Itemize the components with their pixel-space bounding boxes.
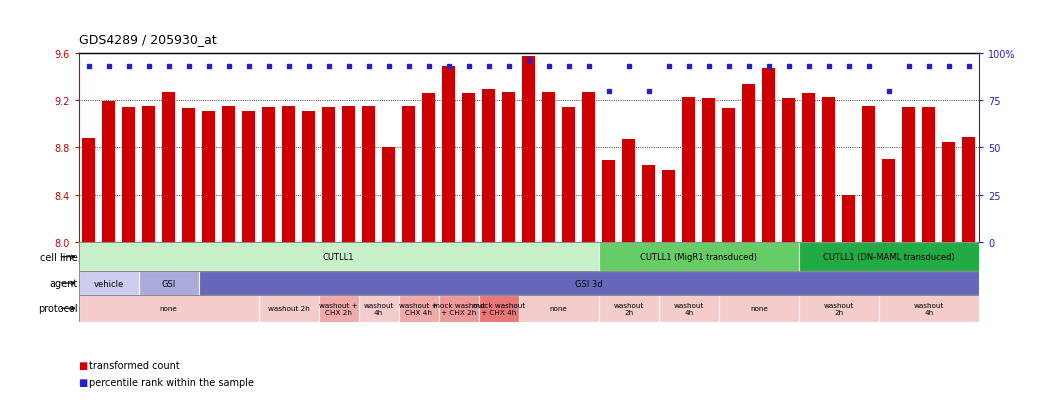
Bar: [719, 295, 799, 322]
Bar: [342, 107, 355, 242]
Bar: [199, 272, 979, 295]
Bar: [622, 140, 636, 242]
Bar: [799, 242, 979, 272]
Text: vehicle: vehicle: [93, 279, 124, 288]
Bar: [663, 171, 675, 242]
Text: none: none: [550, 306, 567, 311]
Bar: [922, 108, 935, 242]
Bar: [262, 108, 275, 242]
Bar: [202, 112, 215, 242]
Bar: [599, 295, 659, 322]
Text: cell line: cell line: [40, 252, 77, 262]
Bar: [942, 142, 956, 242]
Bar: [799, 295, 878, 322]
Text: percentile rank within the sample: percentile rank within the sample: [89, 377, 254, 387]
Bar: [522, 57, 535, 242]
Bar: [162, 93, 175, 242]
Text: washout
4h: washout 4h: [363, 302, 394, 315]
Text: none: none: [159, 306, 178, 311]
Text: washout
4h: washout 4h: [673, 302, 704, 315]
Bar: [462, 94, 475, 242]
Bar: [79, 272, 138, 295]
Bar: [542, 93, 555, 242]
Text: mock washout
+ CHX 4h: mock washout + CHX 4h: [472, 302, 525, 315]
Bar: [79, 242, 599, 272]
Bar: [222, 107, 236, 242]
Bar: [722, 109, 735, 242]
Bar: [703, 99, 715, 242]
Bar: [659, 295, 719, 322]
Bar: [122, 108, 135, 242]
Text: GDS4289 / 205930_at: GDS4289 / 205930_at: [79, 33, 217, 45]
Bar: [863, 107, 875, 242]
Bar: [303, 112, 315, 242]
Text: mock washout
+ CHX 2h: mock washout + CHX 2h: [432, 302, 485, 315]
Bar: [142, 107, 155, 242]
Bar: [843, 195, 855, 242]
Bar: [259, 295, 318, 322]
Bar: [599, 242, 799, 272]
Text: GSI 3d: GSI 3d: [575, 279, 603, 288]
Text: none: none: [750, 306, 767, 311]
Bar: [762, 69, 776, 242]
Bar: [883, 160, 895, 242]
Bar: [642, 166, 655, 242]
Bar: [182, 109, 195, 242]
Bar: [79, 295, 259, 322]
Bar: [483, 90, 495, 242]
Bar: [442, 66, 455, 242]
Bar: [782, 99, 796, 242]
Bar: [422, 94, 436, 242]
Text: washout +
CHX 4h: washout + CHX 4h: [399, 302, 438, 315]
Bar: [742, 84, 755, 242]
Bar: [602, 161, 616, 242]
Bar: [562, 108, 575, 242]
Bar: [683, 97, 695, 242]
Bar: [478, 295, 518, 322]
Bar: [138, 272, 199, 295]
Bar: [802, 94, 816, 242]
Text: washout +
CHX 2h: washout + CHX 2h: [319, 302, 358, 315]
Bar: [962, 138, 976, 242]
Bar: [903, 108, 915, 242]
Text: agent: agent: [49, 278, 77, 288]
Text: CUTLL1 (MigR1 transduced): CUTLL1 (MigR1 transduced): [641, 253, 757, 261]
Text: washout 2h: washout 2h: [268, 306, 310, 311]
Bar: [318, 295, 359, 322]
Bar: [439, 295, 478, 322]
Bar: [362, 107, 375, 242]
Bar: [822, 97, 836, 242]
Bar: [102, 102, 115, 242]
Text: washout
2h: washout 2h: [614, 302, 644, 315]
Text: washout
2h: washout 2h: [824, 302, 854, 315]
Bar: [82, 139, 95, 242]
Text: transformed count: transformed count: [89, 361, 180, 370]
Bar: [878, 295, 979, 322]
Text: ■: ■: [79, 377, 88, 387]
Bar: [242, 112, 255, 242]
Bar: [582, 93, 596, 242]
Bar: [402, 107, 416, 242]
Bar: [282, 107, 295, 242]
Bar: [322, 108, 335, 242]
Bar: [518, 295, 599, 322]
Text: GSI: GSI: [161, 279, 176, 288]
Text: protocol: protocol: [38, 304, 77, 313]
Text: washout
4h: washout 4h: [914, 302, 944, 315]
Bar: [399, 295, 439, 322]
Bar: [359, 295, 399, 322]
Text: CUTLL1: CUTLL1: [322, 253, 354, 261]
Text: ■: ■: [79, 361, 88, 370]
Bar: [503, 93, 515, 242]
Text: CUTLL1 (DN-MAML transduced): CUTLL1 (DN-MAML transduced): [823, 253, 955, 261]
Bar: [382, 148, 395, 242]
